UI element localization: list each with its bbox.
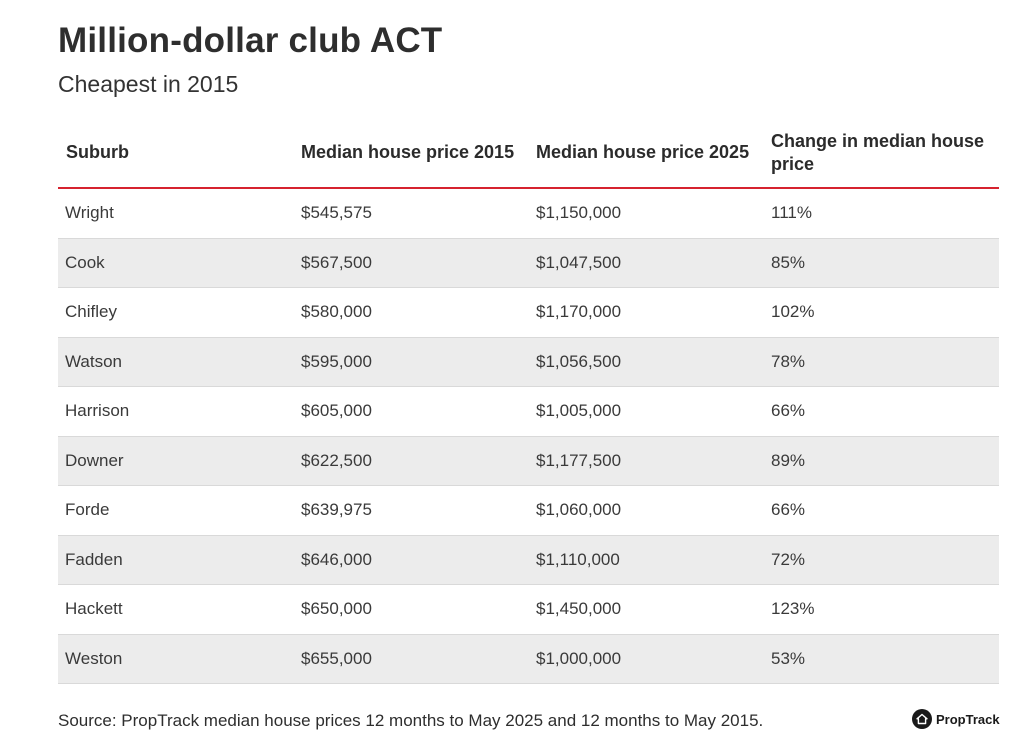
house-icon — [912, 709, 932, 729]
cell-change: 78% — [771, 351, 806, 371]
cell-price-2025: $1,000,000 — [536, 648, 622, 668]
cell-price-2015: $580,000 — [301, 302, 372, 322]
table-header: Suburb Median house price 2015 Median ho… — [58, 118, 999, 189]
cell-change: 53% — [771, 648, 806, 668]
table-row: Hackett $650,000 $1,450,000 123% — [58, 585, 999, 635]
column-header-price-2015: Median house price 2015 — [301, 142, 515, 162]
cell-price-2025: $1,005,000 — [536, 401, 622, 421]
cell-change: 66% — [771, 401, 806, 421]
cell-price-2015: $605,000 — [301, 401, 372, 421]
table-row: Wright $545,575 $1,150,000 111% — [58, 189, 999, 239]
cell-change: 89% — [771, 450, 806, 470]
cell-price-2015: $545,575 — [301, 203, 372, 223]
cell-suburb: Harrison — [65, 401, 130, 421]
table-row: Chifley $580,000 $1,170,000 102% — [58, 288, 999, 338]
data-table: Suburb Median house price 2015 Median ho… — [58, 118, 999, 684]
cell-price-2015: $639,975 — [301, 500, 372, 520]
cell-suburb: Watson — [65, 351, 123, 371]
table-body: Wright $545,575 $1,150,000 111% Cook $567,500… — [58, 189, 999, 684]
cell-price-2025: $1,060,000 — [536, 500, 622, 520]
cell-change: 123% — [771, 599, 815, 619]
table-row: Forde $639,975 $1,060,000 66% — [58, 486, 999, 536]
cell-price-2015: $646,000 — [301, 549, 372, 569]
column-header-price-2025: Median house price 2025 — [536, 142, 750, 162]
cell-price-2015: $595,000 — [301, 351, 372, 371]
cell-price-2025: $1,177,500 — [536, 450, 622, 470]
cell-suburb: Cook — [65, 252, 105, 272]
cell-price-2025: $1,170,000 — [536, 302, 622, 322]
cell-price-2025: $1,450,000 — [536, 599, 622, 619]
cell-suburb: Weston — [65, 648, 123, 668]
cell-price-2015: $622,500 — [301, 450, 372, 470]
logo-text: PropTrack — [936, 711, 1000, 727]
table-row: Cook $567,500 $1,047,500 85% — [58, 238, 999, 288]
cell-suburb: Downer — [65, 450, 124, 470]
cell-suburb: Chifley — [65, 302, 117, 322]
table-row: Downer $622,500 $1,177,500 89% — [58, 436, 999, 486]
cell-suburb: Hackett — [65, 599, 123, 619]
cell-change: 72% — [771, 549, 806, 569]
cell-change: 66% — [771, 500, 806, 520]
cell-price-2015: $655,000 — [301, 648, 372, 668]
table-row: Weston $655,000 $1,000,000 53% — [58, 634, 999, 684]
table-row: Fadden $646,000 $1,110,000 72% — [58, 535, 999, 585]
column-header-suburb: Suburb — [66, 142, 129, 162]
cell-price-2025: $1,150,000 — [536, 203, 622, 223]
page-subtitle: Cheapest in 2015 — [58, 71, 239, 97]
cell-price-2015: $567,500 — [301, 252, 372, 272]
cell-change: 102% — [771, 302, 815, 322]
table-row: Harrison $605,000 $1,005,000 66% — [58, 387, 999, 437]
table-row: Watson $595,000 $1,056,500 78% — [58, 337, 999, 387]
source-note: Source: PropTrack median house prices 12… — [58, 711, 764, 730]
cell-change: 111% — [771, 203, 812, 223]
cell-price-2025: $1,056,500 — [536, 351, 622, 371]
cell-change: 85% — [771, 252, 806, 272]
cell-suburb: Fadden — [65, 549, 123, 569]
cell-price-2015: $650,000 — [301, 599, 372, 619]
column-header-change: Change in median house price — [771, 130, 985, 174]
cell-suburb: Wright — [65, 203, 114, 223]
proptrack-logo: PropTrack — [912, 708, 1000, 730]
cell-price-2025: $1,110,000 — [536, 549, 620, 569]
page-title: Million-dollar club ACT — [58, 21, 443, 60]
cell-price-2025: $1,047,500 — [536, 252, 622, 272]
cell-suburb: Forde — [65, 500, 110, 520]
